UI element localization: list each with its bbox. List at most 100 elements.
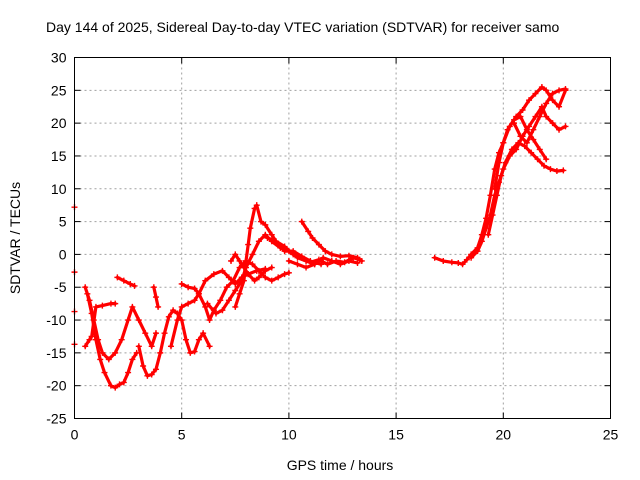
data-point [562, 123, 569, 130]
data-point [463, 256, 470, 263]
series-line [493, 115, 548, 191]
x-tick-label: 0 [71, 427, 79, 443]
data-point [219, 267, 226, 274]
data-point [217, 297, 224, 304]
y-tick-label: 15 [51, 148, 67, 164]
y-tick-label: 30 [51, 50, 67, 66]
data-point [255, 267, 262, 274]
data-point [536, 146, 543, 153]
data-point [493, 192, 500, 199]
data-point [285, 257, 292, 264]
series-sat-r [491, 113, 550, 192]
data-point [232, 287, 239, 294]
data-point [530, 126, 537, 133]
data-point [223, 284, 230, 291]
data-point [167, 343, 174, 350]
data-point [178, 303, 185, 310]
data-point [290, 251, 297, 258]
data-point [315, 241, 322, 248]
data-point [255, 238, 262, 245]
data-point [504, 126, 511, 133]
data-point [258, 218, 265, 225]
data-point [206, 343, 213, 350]
data-point [521, 143, 528, 150]
data-point [268, 231, 275, 238]
data-point [92, 303, 99, 310]
data-point [191, 285, 198, 292]
data-point [549, 97, 556, 104]
data-point [553, 168, 560, 175]
data-point [543, 156, 550, 163]
data-point [324, 261, 331, 268]
series-sat-s [511, 86, 569, 146]
series-sat-q [485, 139, 567, 238]
data-point [150, 284, 157, 291]
data-point [528, 149, 535, 156]
data-point [322, 248, 329, 255]
data-point [219, 307, 226, 314]
data-point [275, 274, 282, 281]
data-point [152, 366, 159, 373]
series-sat-e [135, 307, 213, 379]
data-point [251, 205, 258, 212]
data-point [268, 264, 275, 271]
data-point [82, 284, 89, 291]
data-point [474, 248, 481, 255]
data-point [468, 254, 475, 261]
data-point [500, 139, 507, 146]
data-point [294, 261, 301, 268]
y-tick-label: 25 [51, 82, 67, 98]
data-point [120, 277, 127, 284]
data-point [152, 294, 159, 301]
data-point [485, 231, 492, 238]
data-point [311, 261, 318, 268]
data-point [262, 267, 269, 274]
data-point [129, 303, 136, 310]
series-sat-m [298, 218, 365, 264]
data-point [202, 277, 209, 284]
data-point [178, 280, 185, 287]
y-tick-label: 20 [51, 115, 67, 131]
data-point [303, 264, 310, 271]
data-point [515, 139, 522, 146]
series-sat-h [178, 257, 292, 324]
data-point [236, 290, 243, 297]
data-point [320, 254, 327, 261]
data-point [135, 343, 142, 350]
data-point [273, 238, 280, 245]
data-point [549, 90, 556, 97]
y-axis-label: SDTVAR / TECUs [7, 182, 23, 294]
data-point [285, 269, 292, 276]
plot-area [71, 84, 569, 391]
y-tick-label: -10 [46, 312, 66, 328]
data-point [253, 202, 260, 209]
series-sat-n [285, 254, 361, 271]
data-point [532, 90, 539, 97]
data-point [431, 254, 438, 261]
data-point [165, 313, 172, 320]
data-point [82, 343, 89, 350]
data-point [243, 257, 250, 264]
data-point [195, 336, 202, 343]
data-point [112, 349, 119, 356]
data-point [519, 107, 526, 114]
data-point [556, 103, 563, 110]
data-point [120, 379, 127, 386]
data-point [225, 274, 232, 281]
data-point [230, 277, 237, 284]
data-point [543, 87, 550, 94]
data-point [125, 369, 132, 376]
data-point [255, 274, 262, 281]
data-point [354, 254, 361, 261]
data-point [105, 356, 112, 363]
data-point [541, 162, 548, 169]
data-point [440, 257, 447, 264]
x-tick-label: 20 [496, 427, 512, 443]
data-point [502, 159, 509, 166]
data-point [247, 225, 254, 232]
data-point [187, 349, 194, 356]
data-point [202, 303, 209, 310]
grid-lines [74, 57, 611, 419]
data-point [556, 87, 563, 94]
